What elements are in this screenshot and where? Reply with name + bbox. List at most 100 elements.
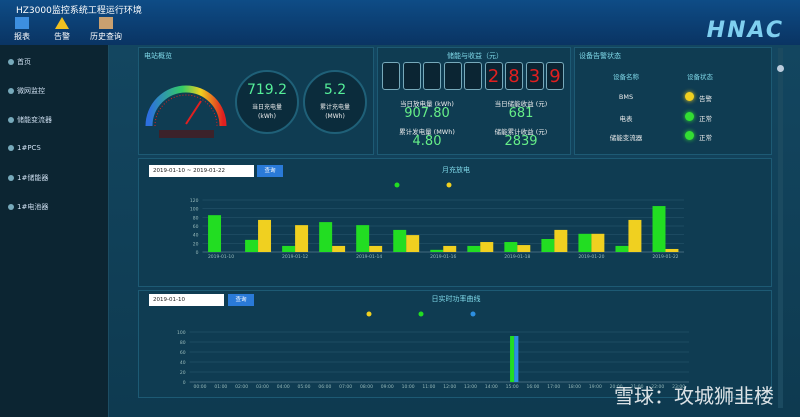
date-input[interactable]: 2019-01-10 [149,294,224,306]
chart-title: 日实时功率曲线 [432,294,481,303]
nav-item[interactable]: 1#电池器 [8,202,48,212]
bar [356,225,370,252]
y-tick-label: 120 [190,198,199,204]
bar [615,245,629,252]
y-tick-label: 60 [193,224,199,230]
scroll-knob[interactable] [777,65,784,72]
x-tick-label: 08:00 [360,384,373,390]
x-tick-label: 06:00 [318,384,331,390]
y-tick-label: 40 [193,233,199,239]
revenue-panel: 储能与收益（元） 2 8 3 9 当日放电量 (kWh) 907.80 当日储能收益 (元)… [377,47,571,155]
bar [443,245,457,252]
x-tick-label: 17:00 [547,384,560,390]
bar [665,248,679,252]
x-tick-label: 12:00 [443,384,456,390]
digit-box: 3 [525,62,544,90]
toolbar-button[interactable]: 历史查询 [84,17,128,42]
unit: (kWh) [258,113,276,120]
device-status: 正常 [699,114,712,123]
nav-item[interactable]: 微网监控 [8,86,45,96]
bar [591,233,605,252]
y-tick-label: 80 [180,340,186,346]
stat-value: 719.2 [246,82,288,98]
bar [517,245,531,252]
overview-panel: 电站概览 719.2 当日充电量 (kWh) 5.2 累计充电量 (MWh) [138,47,374,155]
x-tick-label: 16:00 [526,384,539,390]
stat-value: 2839 [504,134,538,149]
bar [510,336,515,382]
label: 累计充电量 [319,104,350,111]
toolbar-button[interactable]: 报表 [2,17,42,42]
nav-label: 1#电池器 [17,203,49,211]
x-tick-label: 20:00 [610,384,623,390]
bar [245,239,259,252]
query-button[interactable]: 查询 [228,294,254,306]
sidebar: 首页微网监控储能变流器 1#PCS 1#储能器 1#电池器 [0,45,109,417]
x-tick-label: 10:00 [402,384,415,390]
x-tick-label: 04:00 [277,384,290,390]
gauge-arc [145,85,227,127]
legend-swatch [366,311,372,317]
legend-swatch [470,311,476,317]
toolbar-button[interactable]: 告警 [42,17,82,42]
bar [369,245,383,252]
chart-panel: 2019-01-10 查询 日实时功率曲线 0 20 40 60 80 100 00:00 01… [138,290,772,398]
query-button[interactable]: 查询 [257,165,283,177]
y-tick-label: 20 [193,241,199,247]
stat-label: 当日充电量 (kWh) [237,103,297,121]
bar [480,242,494,252]
scrollbar[interactable] [777,48,784,408]
title-bar: HZ3000监控系统工程运行环境 报表 告警 历史查询 HNAC [0,0,800,45]
nav-item[interactable]: 储能变流器 [8,115,52,125]
stat-value: 5.2 [323,82,347,98]
unit: (MWh) [325,113,345,120]
watermark: 雪球：攻城狮韭楼 [614,384,774,408]
digit-box: 2 [484,62,503,90]
bar [406,235,420,252]
nav-item[interactable]: 1#储能器 [8,173,48,183]
date-input[interactable]: 2019-01-10 ~ 2019-01-22 [149,165,254,177]
x-tick-label: 01:00 [214,384,227,390]
x-tick-label: 23:00 [672,384,685,390]
nav-icon [8,88,14,94]
x-tick-label: 2019-01-12 [282,254,308,260]
nav-icon [8,59,14,65]
bar [504,242,518,252]
gauge-scale [154,94,218,127]
x-tick-label: 11:00 [422,384,435,390]
digit-box: 8 [505,62,523,90]
status-dot [685,92,694,101]
bar [282,245,296,252]
x-tick-label: 2019-01-10 [208,254,234,260]
y-tick-label: 20 [180,370,186,376]
x-tick-label: 19:00 [589,384,602,390]
digit-box [423,62,441,90]
nav-item[interactable]: 首页 [8,57,31,67]
column-header: 设备名称 [613,73,639,81]
legend-swatch [418,311,424,317]
nav-item[interactable]: 1#PCS [8,144,41,152]
nav-icon [8,204,14,210]
device-status: 告警 [699,95,712,103]
bar [554,229,568,252]
status-dot [685,131,694,140]
x-tick-label: 15:00 [506,384,519,390]
gauge-needle [185,100,202,125]
device-name: 电表 [619,114,633,123]
y-tick-label: 100 [190,207,199,213]
y-tick-label: 80 [193,215,199,221]
bar [258,219,272,252]
bar [208,215,222,252]
nav-icon [8,175,14,181]
icon [99,17,113,29]
stat-label: 累计充电量 (MWh) [305,103,365,121]
label: 历史查询 [90,32,122,41]
stat-value: 4.80 [412,134,442,149]
x-tick-label: 13:00 [464,384,477,390]
nav-label: 储能变流器 [17,116,52,124]
stat-label: 当日储能收益 (元) [494,100,548,108]
x-tick-label: 03:00 [256,384,269,390]
bar [514,336,519,382]
x-tick-label: 18:00 [568,384,581,390]
label: 报表 [14,32,30,41]
